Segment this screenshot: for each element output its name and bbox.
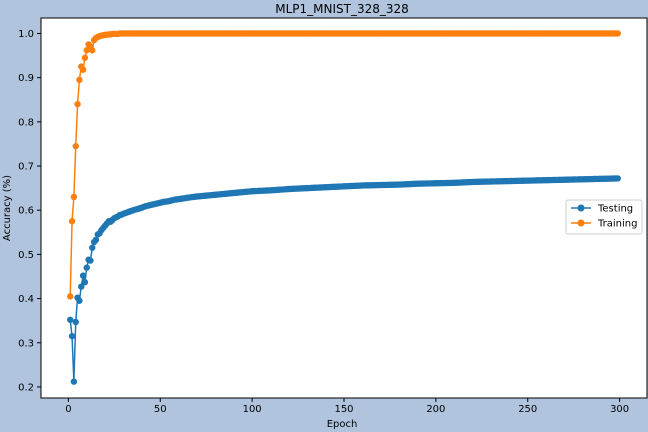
series-layer bbox=[67, 30, 621, 385]
legend-label-training: Training bbox=[597, 219, 637, 230]
y-axis-title: Accuracy (%) bbox=[2, 175, 13, 241]
data-point-testing bbox=[614, 175, 621, 182]
x-tick-label: 100 bbox=[243, 404, 262, 415]
x-tick-label: 50 bbox=[154, 404, 167, 415]
y-tick-label: 1.0 bbox=[18, 29, 34, 40]
data-point-testing bbox=[67, 316, 74, 323]
data-point-testing bbox=[76, 297, 83, 304]
series-training bbox=[67, 30, 621, 300]
data-point-training bbox=[74, 100, 81, 108]
data-point-training bbox=[614, 30, 621, 37]
x-tick-label: 0 bbox=[65, 404, 71, 415]
data-point-testing bbox=[87, 257, 94, 264]
data-point-testing bbox=[89, 244, 96, 251]
y-tick-label: 0.4 bbox=[18, 294, 34, 305]
x-tick-label: 250 bbox=[518, 404, 537, 415]
x-tick-label: 300 bbox=[610, 404, 629, 415]
y-tick-label: 0.8 bbox=[18, 117, 34, 128]
legend-marker-testing bbox=[577, 204, 585, 212]
legend: Testing Training bbox=[565, 199, 643, 235]
data-point-testing bbox=[81, 279, 89, 286]
data-point-training bbox=[81, 54, 89, 61]
data-point-testing bbox=[79, 272, 87, 279]
data-point-training bbox=[72, 142, 79, 150]
data-point-testing bbox=[70, 378, 78, 385]
data-point-training bbox=[70, 193, 78, 201]
data-point-testing bbox=[72, 318, 79, 326]
y-tick-label: 0.2 bbox=[18, 382, 34, 393]
legend-marker-training bbox=[577, 219, 585, 227]
x-axis-title: Epoch bbox=[327, 419, 358, 430]
x-tick-label: 150 bbox=[334, 404, 353, 415]
y-tick-label: 0.3 bbox=[18, 338, 34, 349]
data-point-testing bbox=[83, 264, 90, 271]
series-testing bbox=[67, 175, 621, 385]
y-tick-label: 0.5 bbox=[18, 250, 34, 261]
data-point-training bbox=[79, 66, 87, 73]
y-tick-label: 0.7 bbox=[18, 162, 34, 173]
y-axis: 0.2 0.3 0.4 0.5 0.6 0.7 0.8 0.9 1.0 bbox=[18, 29, 41, 393]
legend-label-testing: Testing bbox=[597, 204, 633, 215]
x-axis: 0 50 100 150 200 250 300 bbox=[65, 398, 629, 415]
data-point-training bbox=[68, 218, 76, 225]
chart-title: MLP1_MNIST_328_328 bbox=[275, 2, 409, 16]
data-point-testing bbox=[78, 283, 85, 290]
y-tick-label: 0.9 bbox=[18, 73, 34, 84]
data-point-testing bbox=[68, 332, 76, 340]
y-tick-label: 0.6 bbox=[18, 206, 34, 217]
x-tick-label: 200 bbox=[426, 404, 445, 415]
data-point-training bbox=[67, 293, 74, 300]
data-point-testing bbox=[92, 236, 100, 244]
data-point-training bbox=[76, 76, 83, 84]
data-point-training bbox=[89, 47, 96, 54]
